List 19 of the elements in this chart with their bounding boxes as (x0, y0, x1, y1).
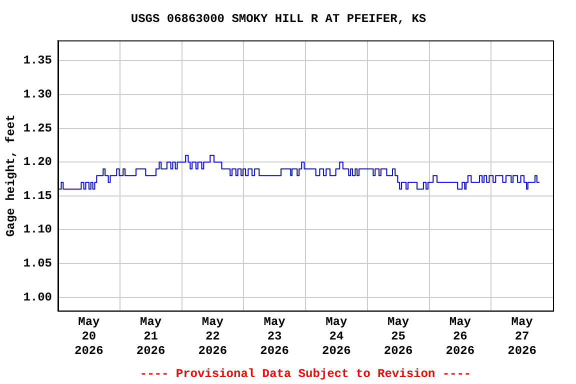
x-tick-label: May 21 2026 (136, 315, 166, 358)
y-tick-label: 1.35 (23, 54, 52, 68)
x-tick-label: May 26 2026 (446, 315, 475, 358)
y-tick-label: 1.25 (23, 121, 52, 136)
x-tick-label: May 22 2026 (198, 315, 228, 358)
y-tick-label: 1.10 (23, 222, 52, 237)
x-tick-label: May 24 2026 (322, 315, 351, 358)
x-tick-label: May 27 2026 (508, 315, 536, 358)
x-tick-label: May 20 2026 (74, 315, 104, 358)
y-tick-label: 1.15 (23, 188, 52, 203)
y-tick-label: 1.00 (23, 290, 52, 304)
chart-title: USGS 06863000 SMOKY HILL R AT PFEIFER, KS (130, 12, 426, 26)
y-axis-title: Gage height, feet (4, 114, 18, 237)
y-tick-label: 1.20 (23, 155, 52, 170)
y-tick-label: 1.30 (23, 87, 52, 102)
y-tick-label: 1.05 (23, 256, 52, 270)
x-tick-label: May 23 2026 (260, 315, 289, 358)
text: ---- Provisional Data Subject to Revision ---- (140, 367, 472, 382)
x-tick-label: May 25 2026 (384, 315, 413, 358)
